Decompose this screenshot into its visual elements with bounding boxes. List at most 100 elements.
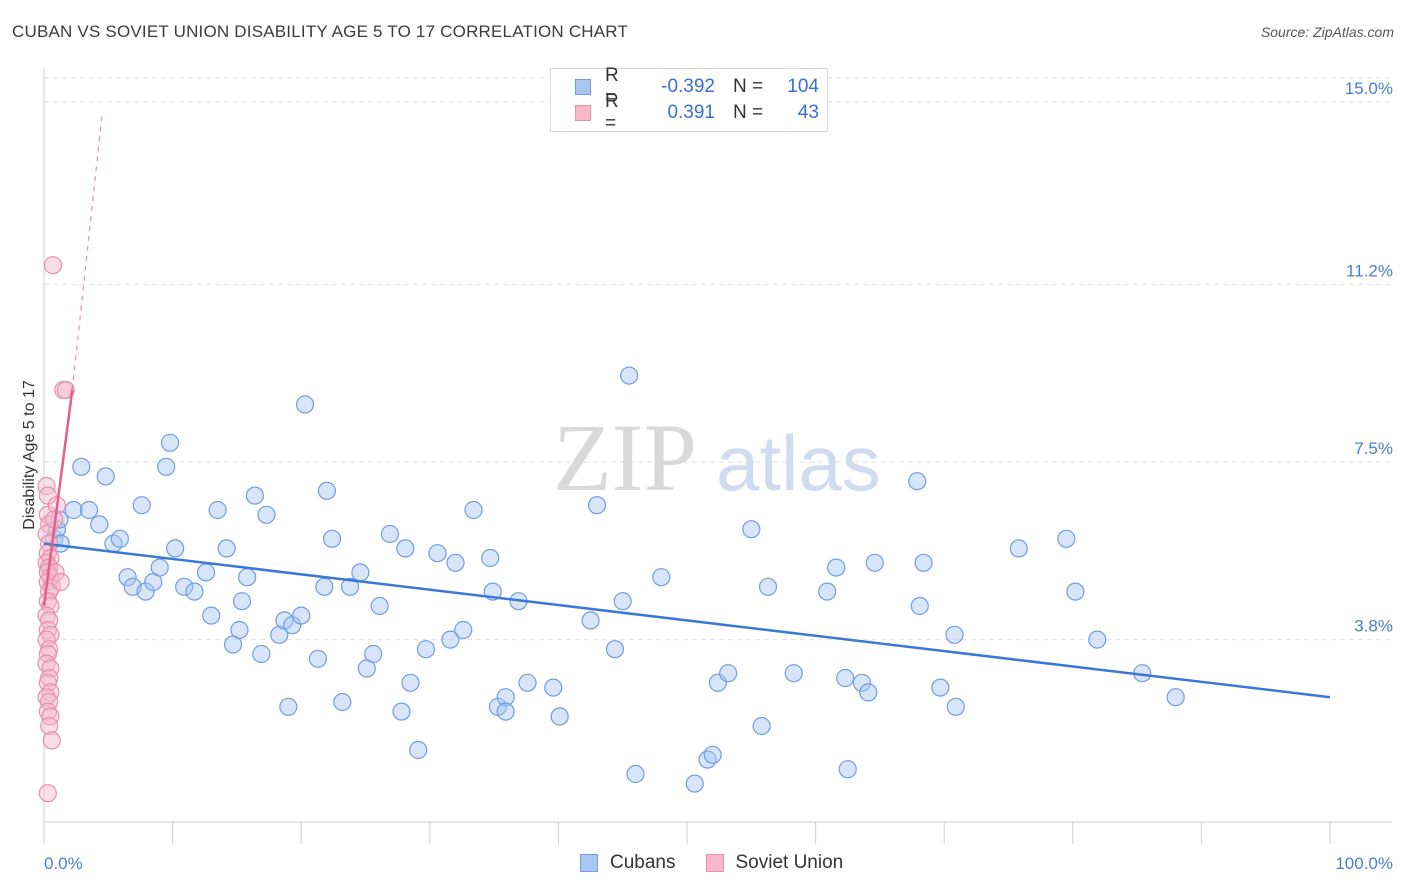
cubans-point xyxy=(252,644,271,664)
source-label: Source: ZipAtlas.com xyxy=(1260,24,1394,40)
cubans-point xyxy=(605,640,625,659)
cubans-point xyxy=(333,692,352,712)
cubans-point xyxy=(175,577,194,596)
cubans-point xyxy=(652,568,671,587)
soviet-union-point xyxy=(37,476,56,496)
cubans-point xyxy=(441,630,460,649)
cubans-point xyxy=(185,582,204,601)
cubans-point xyxy=(79,500,99,520)
cubans-point xyxy=(758,577,778,596)
x-tick-label: 100.0% xyxy=(1335,854,1393,873)
cubans-point xyxy=(96,467,115,486)
legend-n-label: N = xyxy=(733,102,764,123)
soviet-union-point xyxy=(38,644,57,664)
legend-r-value: -0.392 xyxy=(661,76,715,97)
cubans-point xyxy=(64,500,83,520)
cubans-point xyxy=(315,577,334,596)
soviet-union-point xyxy=(56,380,75,400)
cubans-point xyxy=(392,702,411,721)
cubans-point xyxy=(626,764,645,784)
cubans-point xyxy=(742,520,761,539)
cubans-point xyxy=(454,620,473,640)
soviet-union-points xyxy=(37,256,75,803)
watermark-zip: ZIP xyxy=(553,404,697,511)
cubans-point xyxy=(496,688,515,707)
cubans-point xyxy=(481,548,500,568)
legend-n-label: N = xyxy=(733,76,764,97)
axes xyxy=(43,68,1392,844)
bottom-legend-cubans: Cubans xyxy=(580,852,676,874)
soviet-union-point xyxy=(41,707,60,726)
soviet-union-point xyxy=(51,572,70,592)
legend-row-cubans: R = -0.392 N = 104 xyxy=(575,65,819,108)
cubans-point xyxy=(380,524,400,544)
y-tick-label: 11.2% xyxy=(1346,261,1393,280)
cubans-point xyxy=(351,563,370,582)
cubans-point xyxy=(685,774,704,793)
cubans-point xyxy=(945,625,964,644)
bottom-legend-swatch-cubans xyxy=(580,854,598,872)
soviet-union-point xyxy=(40,716,59,736)
cubans-point xyxy=(217,539,236,558)
cubans-point xyxy=(581,611,600,630)
watermark: ZIP atlas xyxy=(553,404,881,511)
bottom-legend-label-soviet-union: Soviet Union xyxy=(735,852,844,873)
cubans-point xyxy=(370,596,389,616)
cubans-point xyxy=(110,529,129,548)
cubans-point xyxy=(613,592,632,611)
legend-r-label: R = xyxy=(605,65,619,108)
soviet-union-point xyxy=(41,596,60,616)
cubans-point xyxy=(72,457,91,476)
cubans-point xyxy=(946,697,965,716)
cubans-point xyxy=(827,558,846,577)
cubans-point xyxy=(279,697,298,716)
cubans-point xyxy=(908,472,927,491)
cubans-point xyxy=(496,702,515,721)
soviet-union-point xyxy=(38,784,57,803)
soviet-union-point xyxy=(42,731,61,750)
cubans-point xyxy=(620,366,639,385)
legend: R = -0.392 N = 104 R = 0.391 N = 43 xyxy=(550,65,828,134)
legend-swatch-cubans xyxy=(575,79,591,95)
x-tick-label: 0.0% xyxy=(44,854,83,873)
cubans-point xyxy=(1057,529,1076,548)
cubans-point xyxy=(295,395,315,414)
legend-row-soviet-union: R = 0.391 N = 43 xyxy=(575,91,819,134)
cubans-point xyxy=(1166,688,1185,707)
cubans-point xyxy=(852,673,871,692)
y-tick-label: 7.5% xyxy=(1354,439,1393,458)
soviet-union-point xyxy=(43,256,63,275)
cubans-trend-line xyxy=(43,542,1331,699)
cubans-point xyxy=(270,625,289,644)
cubans-point xyxy=(719,664,738,683)
x-tick-labels: 0.0% 100.0% xyxy=(44,854,1393,873)
cubans-point xyxy=(401,673,420,692)
cubans-point xyxy=(196,563,216,582)
cubans-point xyxy=(396,539,415,558)
cubans-point xyxy=(118,568,137,587)
cubans-point xyxy=(340,577,360,596)
trend-lines xyxy=(42,116,1331,699)
y-tick-label: 15.0% xyxy=(1345,79,1393,98)
cubans-point xyxy=(836,668,855,688)
cubans-point xyxy=(232,592,252,611)
cubans-point xyxy=(308,649,328,668)
cubans-point xyxy=(859,683,878,702)
cubans-point xyxy=(150,558,169,577)
cubans-point xyxy=(518,673,537,692)
soviet-union-point xyxy=(40,611,59,630)
cubans-point xyxy=(865,553,884,572)
cubans-point xyxy=(703,745,722,764)
cubans-point xyxy=(464,500,483,520)
cubans-point xyxy=(364,644,383,664)
soviet-union-trend-extension xyxy=(71,116,103,391)
legend-n-value: 43 xyxy=(797,102,819,123)
cubans-point xyxy=(409,740,428,760)
cubans-point xyxy=(257,505,276,524)
cubans-point xyxy=(818,582,837,601)
cubans-point xyxy=(230,620,249,640)
cubans-point xyxy=(322,529,342,548)
grid-lines xyxy=(44,77,1392,641)
cubans-point xyxy=(317,481,337,500)
cubans-point xyxy=(238,568,257,587)
